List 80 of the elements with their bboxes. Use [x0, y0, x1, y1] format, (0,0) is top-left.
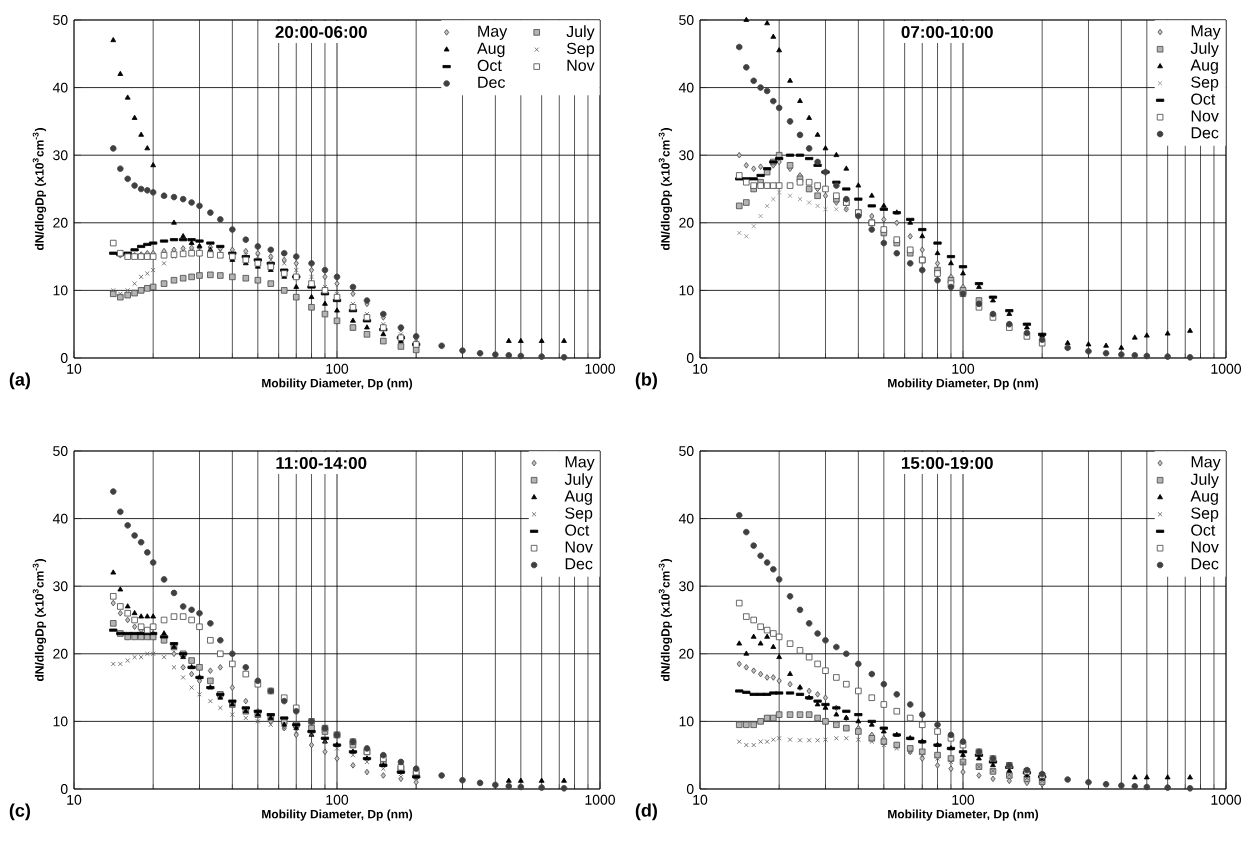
y-tick-label: 0 — [686, 353, 694, 363]
legend-label: Oct — [477, 59, 502, 72]
y-tick-label: 0 — [686, 784, 694, 794]
x-tick-label: 1000 — [1211, 363, 1242, 374]
y-tick-label: 30 — [53, 581, 68, 592]
legend-label: Nov — [567, 59, 595, 72]
legend-label: Aug — [477, 42, 505, 58]
legend-label: July — [1190, 473, 1219, 489]
legend-label: Oct — [1191, 524, 1216, 536]
text: (c) — [9, 803, 30, 821]
y-tick-label: 10 — [679, 285, 694, 296]
legend-label: Nov — [565, 541, 593, 553]
chart-title: 15:00-19:00 — [901, 456, 993, 469]
chart-title: 20:00-06:00 — [275, 25, 367, 38]
legend-label: Sep — [1191, 507, 1219, 522]
legend-label: July — [564, 473, 593, 489]
legend-label: May — [1191, 25, 1221, 40]
x-tick-label: 1000 — [1211, 794, 1242, 805]
x-axis-title: Mobility Diameter, Dp (nm) — [888, 809, 1039, 821]
y-axis-title: dN/dlogDp (x10$^{3}$cm$^{-3}$) — [32, 128, 47, 251]
x-tick-label: 1000 — [585, 794, 616, 805]
y-tick-label: 50 — [679, 446, 694, 456]
text: (d) — [635, 803, 657, 821]
y-tick-label: 20 — [679, 648, 694, 659]
legend-label: Nov — [1191, 110, 1219, 122]
x-tick-label: 100 — [952, 794, 975, 805]
legend-label: Sep — [566, 42, 594, 58]
x-tick-label: 10 — [693, 794, 708, 805]
legend-label: Nov — [1191, 541, 1219, 553]
y-tick-label: 40 — [678, 513, 694, 524]
y-axis-title: dN/dlogDp (x10$^{3}$cm$^{-3}$) — [658, 559, 673, 682]
y-tick-label: 50 — [53, 15, 68, 25]
chart-title: 11:00-14:00 — [276, 456, 367, 469]
legend-label: Sep — [565, 507, 593, 522]
x-tick-label: 100 — [326, 794, 349, 805]
legend-label: July — [1190, 42, 1219, 58]
chart-title: 07:00-10:00 — [901, 25, 993, 38]
y-tick-label: 50 — [679, 15, 694, 25]
legend-label: Oct — [565, 524, 590, 536]
y-tick-label: 30 — [679, 150, 694, 161]
legend-label: Dec — [478, 76, 506, 88]
x-tick-label: 1000 — [585, 363, 616, 374]
legend-label: May — [1191, 456, 1221, 471]
y-tick-label: 10 — [53, 716, 68, 727]
y-tick-label: 40 — [52, 513, 68, 524]
x-tick-label: 100 — [952, 363, 975, 374]
y-axis-title: dN/dlogDp (x10$^{3}$cm$^{-3}$) — [32, 559, 47, 682]
legend-label: Oct — [1191, 93, 1216, 105]
y-tick-label: 10 — [53, 285, 68, 296]
y-tick-label: 0 — [60, 784, 68, 794]
y-tick-label: 20 — [679, 217, 694, 228]
legend-label: May — [565, 456, 595, 471]
legend-label: Aug — [1190, 490, 1218, 505]
y-tick-label: 40 — [678, 82, 694, 93]
y-tick-label: 50 — [53, 446, 68, 456]
x-tick-label: 10 — [693, 363, 708, 374]
y-tick-label: 20 — [53, 217, 68, 228]
text: (b) — [635, 372, 657, 390]
x-tick-label: 10 — [67, 794, 82, 805]
x-tick-label: 100 — [326, 363, 349, 374]
y-tick-label: 10 — [679, 716, 694, 727]
y-axis-title: dN/dlogDp (x10$^{3}$cm$^{-3}$) — [658, 128, 673, 251]
legend-label: Dec — [565, 558, 593, 570]
legend-label: Aug — [564, 490, 592, 505]
y-tick-label: 30 — [53, 150, 68, 161]
y-tick-label: 20 — [53, 648, 68, 659]
legend-label: May — [478, 25, 508, 40]
legend-label: Dec — [1191, 127, 1219, 139]
y-tick-label: 30 — [679, 581, 694, 592]
legend-label: July — [566, 25, 595, 41]
y-tick-label: 40 — [52, 82, 68, 93]
legend-label: Dec — [1191, 558, 1219, 570]
legend-label: Sep — [1191, 76, 1219, 91]
x-axis-title: Mobility Diameter, Dp (nm) — [262, 809, 413, 821]
x-axis-title: Mobility Diameter, Dp (nm) — [262, 378, 413, 390]
legend-label: Aug — [1190, 59, 1218, 74]
x-axis-title: Mobility Diameter, Dp (nm) — [888, 378, 1039, 390]
x-tick-label: 10 — [67, 363, 82, 374]
y-tick-label: 0 — [60, 353, 68, 363]
text: (a) — [9, 372, 30, 390]
